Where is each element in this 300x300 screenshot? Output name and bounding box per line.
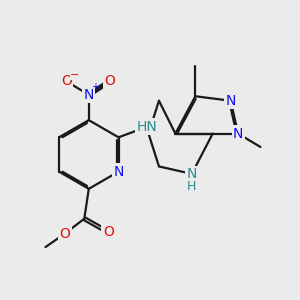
Text: −: − — [70, 70, 79, 80]
Text: HN: HN — [136, 120, 157, 134]
Text: N: N — [233, 127, 243, 141]
Text: O: O — [61, 74, 72, 88]
Text: N: N — [84, 88, 94, 102]
Text: N: N — [187, 167, 197, 181]
Text: H: H — [187, 180, 196, 193]
Text: O: O — [103, 225, 114, 239]
Text: +: + — [92, 82, 99, 92]
Text: O: O — [59, 226, 70, 241]
Text: N: N — [225, 94, 236, 108]
Text: O: O — [104, 74, 115, 88]
Text: N: N — [113, 165, 124, 178]
